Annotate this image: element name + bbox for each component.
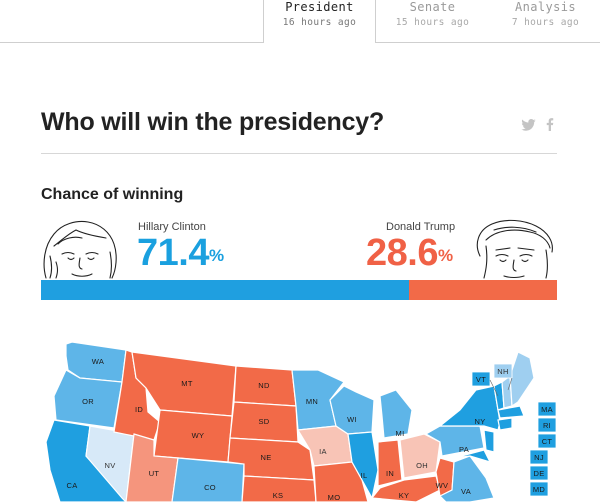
tab-bar-divider: [0, 42, 263, 43]
tab-label: President: [285, 0, 354, 14]
state-label-nj: NJ: [534, 453, 544, 462]
tab-timestamp: 16 hours ago: [282, 17, 357, 28]
twitter-icon[interactable]: [521, 118, 536, 134]
state-md-shape[interactable]: [453, 449, 492, 463]
rep-win-probability: 28.6%: [366, 234, 453, 272]
percent-sign: %: [437, 246, 453, 265]
state-label-mt: MT: [181, 379, 193, 388]
state-label-in: IN: [386, 469, 394, 478]
state-box-nh[interactable]: [493, 363, 513, 379]
state-va[interactable]: [438, 455, 495, 502]
state-label-sd: SD: [258, 417, 269, 426]
state-label-vt: VT: [476, 375, 486, 384]
state-label-co: CO: [204, 483, 216, 492]
dem-win-probability: 71.4%: [137, 234, 224, 272]
state-nj-shape[interactable]: [483, 429, 495, 453]
page-title: Who will win the presidency?: [41, 108, 385, 136]
percent-sign: %: [208, 246, 224, 265]
state-me-shape[interactable]: [509, 351, 535, 408]
tab-timestamp: 15 hours ago: [395, 17, 470, 28]
state-mi[interactable]: [379, 389, 413, 439]
state-label-md: MD: [533, 485, 546, 494]
state-label-nh: NH: [497, 367, 508, 376]
state-label-ri: RI: [543, 421, 551, 430]
state-label-ut: UT: [149, 469, 160, 478]
dem-probability-segment: [41, 280, 410, 300]
state-label-ca: CA: [66, 481, 77, 490]
state-oh[interactable]: [399, 433, 441, 479]
state-label-oh: OH: [416, 461, 428, 470]
tab-bar-divider: [376, 42, 600, 43]
tab-timestamp: 7 hours ago: [511, 17, 580, 28]
state-ks[interactable]: [241, 475, 317, 502]
state-label-mo: MO: [328, 493, 341, 502]
state-box-ri[interactable]: [537, 417, 557, 433]
state-ma-shape[interactable]: [497, 405, 525, 419]
state-label-va: VA: [461, 487, 471, 496]
state-label-wi: WI: [347, 415, 357, 424]
state-ct-shape[interactable]: [497, 417, 513, 431]
state-co[interactable]: [171, 457, 245, 502]
state-label-il: IL: [361, 471, 368, 480]
state-label-ct: CT: [542, 437, 553, 446]
state-label-de: DE: [533, 469, 544, 478]
state-mo[interactable]: [313, 461, 369, 502]
facebook-icon[interactable]: [546, 118, 554, 134]
chance-of-winning-title: Chance of winning: [41, 186, 184, 203]
state-ny[interactable]: [438, 385, 501, 431]
tab-president[interactable]: President 16 hours ago: [263, 0, 376, 43]
tab-label: Senate: [409, 0, 456, 14]
rep-candidate-name: Donald Trump: [386, 221, 456, 233]
electoral-map: WA OR CA NV ID UT MT WY CO ND SD NE KS MN IA MO WI IL MI IN…: [45, 341, 557, 502]
rep-percent-value: 28.6: [366, 232, 438, 274]
tab-senate[interactable]: Senate 15 hours ago: [376, 0, 489, 43]
state-label-pa: PA: [459, 445, 469, 454]
dem-candidate-name: Hillary Clinton: [138, 221, 206, 233]
state-label-ks: KS: [273, 491, 284, 500]
section-divider: [41, 153, 557, 154]
state-label-ky: KY: [399, 491, 410, 500]
state-box-md[interactable]: [529, 481, 549, 497]
state-box-ct[interactable]: [537, 433, 557, 449]
state-label-id: ID: [135, 405, 143, 414]
state-label-ne: NE: [260, 453, 271, 462]
state-label-nd: ND: [258, 381, 270, 390]
state-label-ma: MA: [541, 405, 553, 414]
state-box-nj[interactable]: [529, 449, 549, 465]
clinton-portrait-icon: [43, 220, 117, 279]
state-label-ia: IA: [319, 447, 327, 456]
state-label-mn: MN: [306, 397, 318, 406]
state-wi[interactable]: [329, 385, 375, 435]
trump-portrait-icon: [476, 219, 553, 279]
state-label-wy: WY: [192, 431, 205, 440]
tab-label: Analysis: [515, 0, 576, 14]
state-ky[interactable]: [370, 475, 441, 502]
state-or[interactable]: [53, 369, 123, 429]
state-in[interactable]: [377, 439, 403, 487]
rep-probability-segment: [409, 280, 557, 300]
state-box-ma[interactable]: [537, 401, 557, 417]
state-box-de[interactable]: [529, 465, 549, 481]
win-probability-bar: [41, 280, 557, 300]
tab-analysis[interactable]: Analysis 7 hours ago: [489, 0, 600, 43]
state-label-mi: MI: [396, 429, 405, 438]
state-box-vt[interactable]: [471, 371, 491, 387]
state-label-wa: WA: [92, 357, 104, 366]
state-label-nv: NV: [104, 461, 115, 470]
state-label-wv: WV: [436, 481, 449, 490]
state-label-or: OR: [82, 397, 94, 406]
dem-percent-value: 71.4: [137, 232, 209, 274]
state-label-ny: NY: [474, 417, 485, 426]
tab-bar: President 16 hours ago Senate 15 hours a…: [0, 0, 600, 43]
